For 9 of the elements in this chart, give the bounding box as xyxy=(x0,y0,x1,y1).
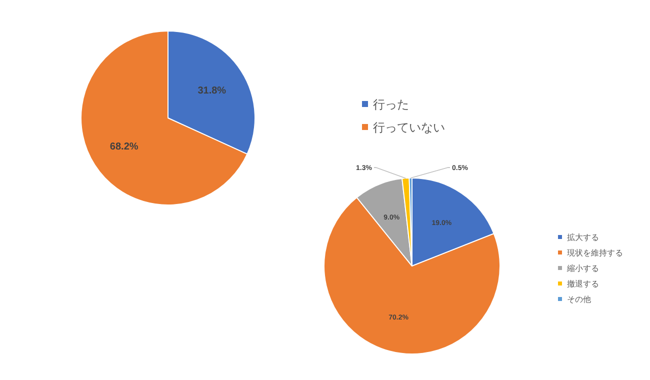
legend-label: 現状を維持する xyxy=(567,248,623,258)
data-label: 31.8% xyxy=(198,85,226,96)
legend-label: その他 xyxy=(567,294,591,304)
legend-label: 拡大する xyxy=(567,232,599,242)
data-label: 68.2% xyxy=(110,142,138,153)
legend-label: 行った xyxy=(373,97,409,112)
legend-label: 撤退する xyxy=(567,279,599,288)
legend-label: 行っていない xyxy=(373,120,445,134)
legend-label: 縮小する xyxy=(566,264,599,273)
